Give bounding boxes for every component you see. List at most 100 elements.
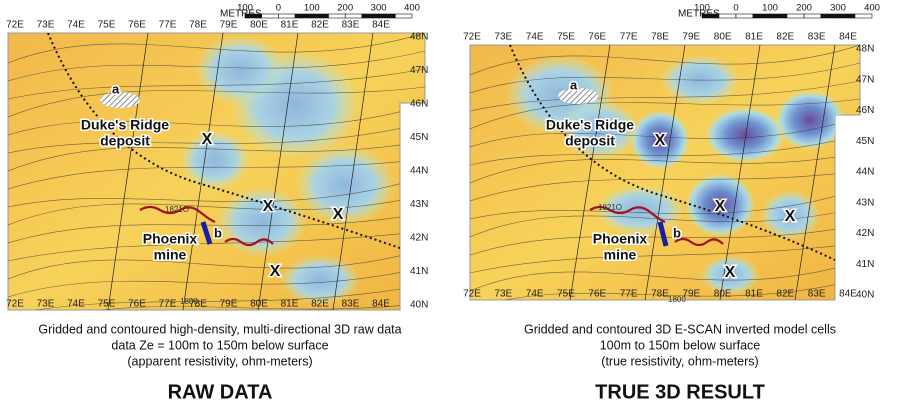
scale-segment [394, 13, 413, 19]
mine-label: mine [154, 247, 187, 263]
easting-label: 72E [463, 32, 481, 43]
easting-label: 84E [839, 32, 857, 43]
fault-line [257, 33, 299, 310]
marker-b: b [214, 225, 222, 240]
easting-label: 77E [159, 20, 177, 31]
contour-line [8, 194, 425, 226]
panel-title: TRUE 3D RESULT [595, 381, 765, 403]
anomaly-marker: X [655, 132, 666, 149]
caption-line: Gridded and contoured 3D E-SCAN inverted… [524, 322, 836, 336]
easting-label: 82E [311, 20, 329, 31]
contour-line [8, 266, 425, 298]
easting-label: 79E [220, 20, 238, 31]
northing-label: 45N [856, 136, 874, 147]
deposit-label: deposit [100, 133, 150, 149]
easting-label: 75E [98, 299, 116, 310]
northing-label: 40N [856, 290, 874, 301]
easting-label: 79E [220, 299, 238, 310]
contour-line [8, 284, 425, 310]
easting-label: 82E [776, 32, 794, 43]
scale-segment [294, 13, 313, 19]
easting-label: 84E [372, 299, 390, 310]
drillhole-b [200, 221, 213, 245]
contour-line [8, 230, 425, 262]
contour-line [8, 302, 425, 310]
easting-label: 74E [67, 299, 85, 310]
northing-label: 48N [856, 44, 874, 55]
caption-line: (apparent resistivity, ohm-meters) [127, 354, 312, 368]
deposit-label: deposit [565, 133, 615, 149]
scale-segment [261, 13, 279, 19]
easting-label: 75E [557, 32, 575, 43]
easting-label: 73E [494, 289, 512, 300]
marker-b: b [673, 225, 681, 240]
contour-line [8, 50, 425, 82]
vein-trace [589, 205, 724, 247]
caption-line: 100m to 150m below surface [600, 338, 761, 352]
contour-line [8, 122, 425, 154]
contour-line [470, 206, 860, 238]
easting-label: 78E [189, 299, 207, 310]
contour-label: 1821O [598, 203, 622, 212]
easting-label: 76E [128, 299, 146, 310]
easting-label: 79E [682, 289, 700, 300]
easting-label: 77E [620, 32, 638, 43]
anomaly-marker: X [725, 264, 736, 281]
scale-segment [854, 13, 873, 19]
scale-tick-label: 100 [762, 3, 778, 14]
scale-tick-label: 300 [371, 3, 387, 14]
dotted-trend [509, 45, 836, 261]
northing-label: 42N [410, 233, 428, 244]
easting-label: 83E [342, 20, 360, 31]
northing-label: 43N [856, 197, 874, 208]
fault-line [719, 45, 761, 300]
scale-tick-label: 100 [694, 3, 710, 14]
easting-label: 84E [839, 289, 857, 300]
easting-label: 80E [714, 32, 732, 43]
scale-tick-label: 200 [796, 3, 812, 14]
easting-label: 72E [6, 299, 24, 310]
easting-label: 77E [620, 289, 638, 300]
anomaly-marker: X [270, 263, 281, 280]
contour-line [8, 86, 425, 118]
contour-line [470, 134, 860, 166]
contour-line [470, 98, 860, 130]
marker-a: a [570, 77, 578, 92]
deposit-outline [100, 92, 140, 108]
fault-line [569, 45, 611, 300]
anomaly-marker: X [715, 198, 726, 215]
contour-label: 1800 [668, 295, 686, 304]
easting-label: 72E [463, 289, 481, 300]
northing-label: 46N [856, 105, 874, 116]
contour-line [470, 242, 860, 274]
easting-label: 82E [311, 299, 329, 310]
easting-label: 80E [250, 20, 268, 31]
scale-segment [361, 13, 379, 19]
northing-label: 48N [410, 32, 428, 43]
deposit-label: Duke's Ridge [81, 117, 169, 133]
contour-line [470, 152, 860, 184]
northing-label: 41N [410, 266, 428, 277]
resistivity-anomaly [195, 35, 285, 105]
contour-line [8, 140, 425, 172]
contour-line [470, 278, 860, 300]
easting-label: 84E [372, 20, 390, 31]
resistivity-anomaly [775, 90, 845, 150]
northing-label: 45N [410, 132, 428, 143]
drillhole-b [657, 221, 669, 247]
scale-segment [701, 13, 720, 19]
northing-label: 46N [410, 99, 428, 110]
easting-label: 81E [281, 20, 299, 31]
scale-tick-label: 400 [404, 3, 420, 14]
scale-segment [278, 13, 296, 19]
mine-label: mine [604, 247, 637, 263]
scale-tick-label: 0 [276, 3, 281, 14]
marker-a: a [112, 81, 120, 96]
contour-line [470, 170, 860, 202]
resistivity-anomaly [295, 145, 395, 225]
scale-segment [328, 13, 346, 19]
contour-label: 1800 [180, 297, 198, 306]
scale-segment [786, 13, 805, 19]
deposit-label: Duke's Ridge [546, 117, 634, 133]
